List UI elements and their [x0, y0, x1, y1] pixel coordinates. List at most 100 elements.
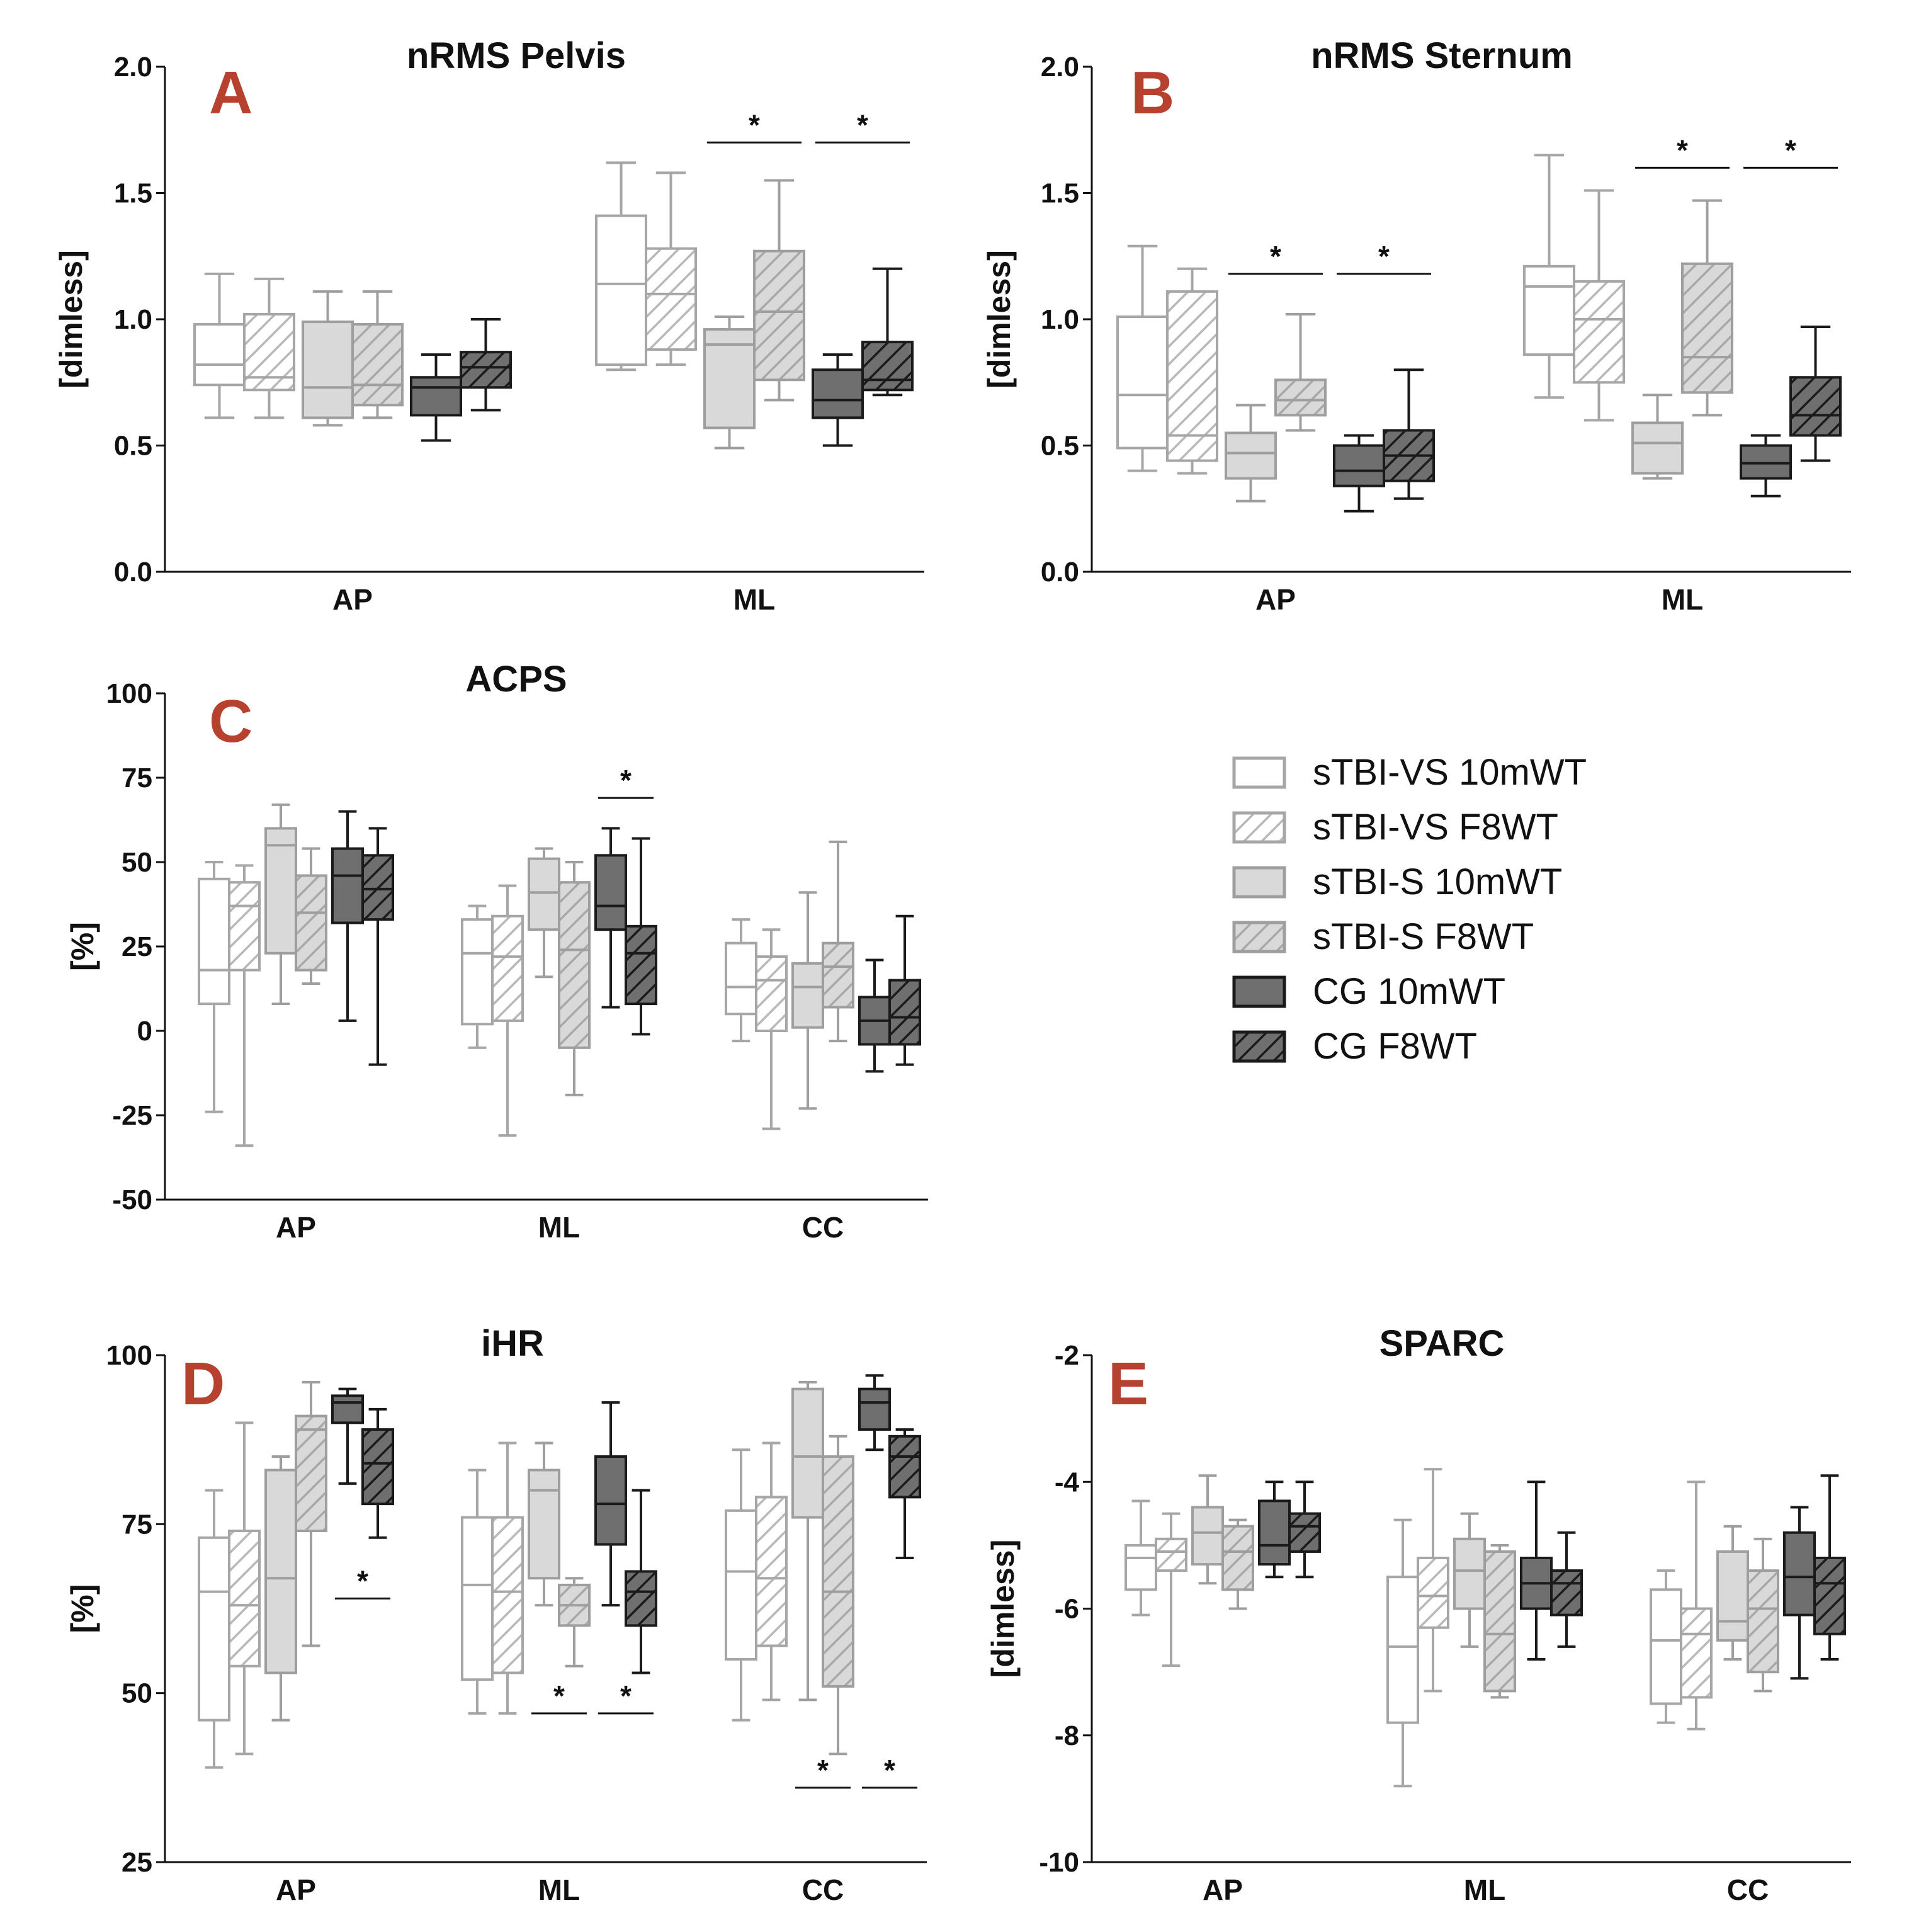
y-tick-label: 2.0 — [1041, 52, 1079, 82]
y-axis-label: [dimless] — [982, 250, 1017, 389]
legend-label-1: sTBI-VS F8WT — [1313, 807, 1558, 848]
y-tick-label: 75 — [122, 1509, 152, 1540]
significance-star: * — [620, 764, 632, 797]
box-series-3 — [1483, 1543, 1516, 1699]
legend-swatch-2 — [1232, 866, 1286, 899]
box-iqr — [1386, 1576, 1419, 1724]
panel-title: nRMS Sternum — [1311, 35, 1573, 76]
box-series-1 — [491, 1441, 524, 1715]
box-iqr — [528, 857, 560, 931]
box-iqr — [1191, 1506, 1224, 1566]
significance-marker: * — [1635, 134, 1730, 169]
box-series-0 — [193, 272, 246, 419]
box-series-3 — [1221, 1518, 1254, 1610]
box-iqr — [822, 1455, 854, 1688]
box-series-5 — [1789, 326, 1842, 462]
x-category-label: CC — [802, 1211, 844, 1244]
legend-item-3: sTBI-S F8WT — [1232, 916, 1534, 957]
box-series-5 — [1383, 368, 1435, 500]
box-series-4 — [858, 1374, 891, 1452]
box-iqr — [1783, 1531, 1816, 1617]
box-series-3 — [295, 1380, 327, 1647]
box-series-1 — [755, 1441, 788, 1702]
y-tick-label: 1.5 — [114, 178, 152, 209]
box-iqr — [1747, 1569, 1779, 1674]
significance-star: * — [620, 1679, 632, 1712]
y-tick-label: 1.0 — [114, 304, 152, 335]
significance-marker: * — [795, 1754, 851, 1789]
box-iqr — [295, 874, 327, 972]
box-series-4 — [1783, 1506, 1816, 1680]
box-iqr — [361, 854, 394, 921]
box-series-3 — [822, 840, 854, 1043]
box-series-3 — [753, 179, 805, 402]
legend-item-5: CG F8WT — [1232, 1026, 1477, 1067]
box-series-0 — [595, 161, 647, 372]
box-iqr — [1789, 376, 1842, 437]
box-iqr — [725, 1509, 757, 1661]
box-iqr — [461, 1516, 494, 1681]
x-category-label: AP — [276, 1873, 316, 1906]
box-series-2 — [1453, 1512, 1486, 1648]
box-iqr — [1155, 1537, 1187, 1572]
x-category-label: AP — [1255, 583, 1296, 616]
box-series-4 — [594, 1401, 627, 1607]
box-series-2 — [1716, 1525, 1749, 1661]
box-series-4 — [331, 1387, 364, 1485]
box-series-0 — [1124, 1499, 1157, 1617]
significance-star: * — [884, 1754, 895, 1787]
box-series-1 — [1573, 189, 1625, 422]
y-tick-label: 0.0 — [114, 557, 152, 588]
y-axis-label: [%] — [65, 922, 100, 971]
box-iqr — [1453, 1537, 1486, 1610]
box-iqr — [1631, 421, 1684, 475]
legend-label-2: sTBI-S 10mWT — [1313, 861, 1562, 902]
x-category-label: ML — [1464, 1873, 1505, 1906]
box-iqr — [1258, 1499, 1291, 1566]
panel-letter: B — [1131, 59, 1174, 127]
box-iqr — [1681, 262, 1733, 394]
y-tick-label: -10 — [1039, 1847, 1079, 1878]
box-iqr — [1680, 1607, 1713, 1699]
box-iqr — [243, 312, 295, 392]
box-series-4 — [594, 827, 627, 1009]
box-iqr — [791, 962, 824, 1029]
box-series-4 — [1333, 434, 1385, 513]
box-series-5 — [1288, 1480, 1321, 1579]
x-category-label: CC — [1727, 1873, 1769, 1906]
box-iqr — [1573, 280, 1625, 384]
box-iqr — [198, 877, 230, 1006]
box-iqr — [755, 955, 788, 1032]
box-iqr — [295, 1414, 327, 1533]
x-category-label: ML — [1662, 583, 1703, 616]
box-iqr — [594, 1455, 627, 1546]
box-iqr — [528, 1469, 560, 1580]
box-iqr — [491, 1516, 524, 1674]
significance-marker: * — [1337, 240, 1431, 275]
significance-star: * — [357, 1564, 368, 1597]
box-series-2 — [703, 315, 756, 450]
box-iqr — [461, 918, 494, 1026]
y-tick-label: -25 — [112, 1100, 152, 1131]
significance-star: * — [1677, 134, 1688, 166]
y-tick-label: 0.5 — [114, 431, 152, 462]
box-iqr — [198, 1536, 230, 1722]
box-iqr — [755, 1496, 788, 1647]
significance-marker: * — [335, 1564, 390, 1600]
y-tick-label: 50 — [122, 1678, 152, 1709]
box-iqr — [264, 1469, 297, 1674]
box-iqr — [812, 368, 864, 419]
box-iqr — [351, 323, 404, 407]
box-series-1 — [1417, 1468, 1449, 1693]
box-series-0 — [198, 861, 230, 1113]
box-iqr — [1650, 1588, 1682, 1705]
legend-label-0: sTBI-VS 10mWT — [1313, 752, 1587, 793]
box-iqr — [1333, 444, 1385, 487]
box-iqr — [1288, 1512, 1321, 1553]
box-series-3 — [295, 847, 327, 985]
x-category-label: AP — [332, 583, 373, 616]
box-iqr — [1417, 1557, 1449, 1629]
y-tick-label: 1.0 — [1041, 304, 1079, 335]
panel-C: -50 -25 0 25 50 75 100 [%] ACPS C AP ML * CC — [65, 659, 928, 1244]
